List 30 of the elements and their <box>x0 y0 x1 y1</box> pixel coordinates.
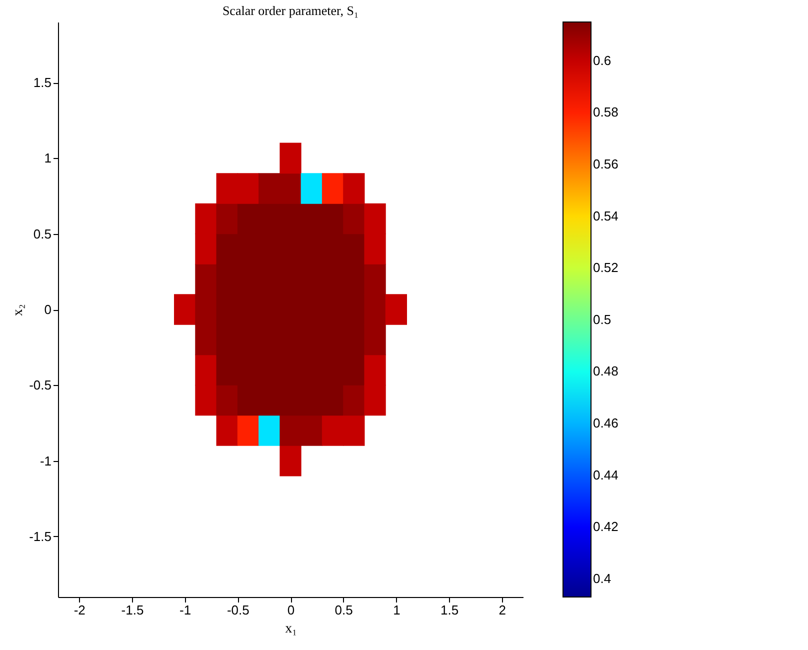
x-tick-label: 0.5 <box>334 602 353 618</box>
x-tick-label: -1 <box>180 602 192 618</box>
color-bar-label: 0.5 <box>593 312 612 327</box>
x-tick-label: 0 <box>287 602 295 618</box>
color-bar-label: 0.46 <box>593 415 618 430</box>
x-tick-label: 1 <box>393 602 400 618</box>
color-bar-label: 0.44 <box>593 467 618 482</box>
y-tick-label: 1.5 <box>33 75 52 90</box>
x-tick-label: -1.5 <box>121 602 144 618</box>
y-tick-label: -0.5 <box>29 378 52 393</box>
y-tick-label: 0 <box>44 302 52 317</box>
x-tick-label: 1.5 <box>440 602 459 618</box>
color-bar-label: 0.48 <box>593 364 618 379</box>
y-tick-label: 1 <box>44 150 52 166</box>
y-tick-label: -1 <box>40 453 52 468</box>
color-bar-label: 0.58 <box>593 104 618 120</box>
color-bar-label: 0.6 <box>593 52 612 68</box>
color-bar-label: 0.4 <box>593 570 612 586</box>
x-axis-title: x₁ <box>285 622 297 636</box>
color-bar-label: 0.52 <box>593 260 618 276</box>
color-bar-label: 0.56 <box>593 156 618 172</box>
chart-title: Scalar order parameter, S₁ <box>222 3 359 18</box>
y-tick-label: -1.5 <box>29 528 52 544</box>
x-tick-label: -0.5 <box>226 602 250 618</box>
y-axis-title: x₂ <box>11 304 26 316</box>
color-bar-label: 0.42 <box>593 519 618 534</box>
x-tick-label: 2 <box>498 602 506 618</box>
y-tick-label: 0.5 <box>33 226 52 242</box>
x-tick-label: -2 <box>74 602 86 618</box>
color-bar-label: 0.54 <box>593 208 618 224</box>
